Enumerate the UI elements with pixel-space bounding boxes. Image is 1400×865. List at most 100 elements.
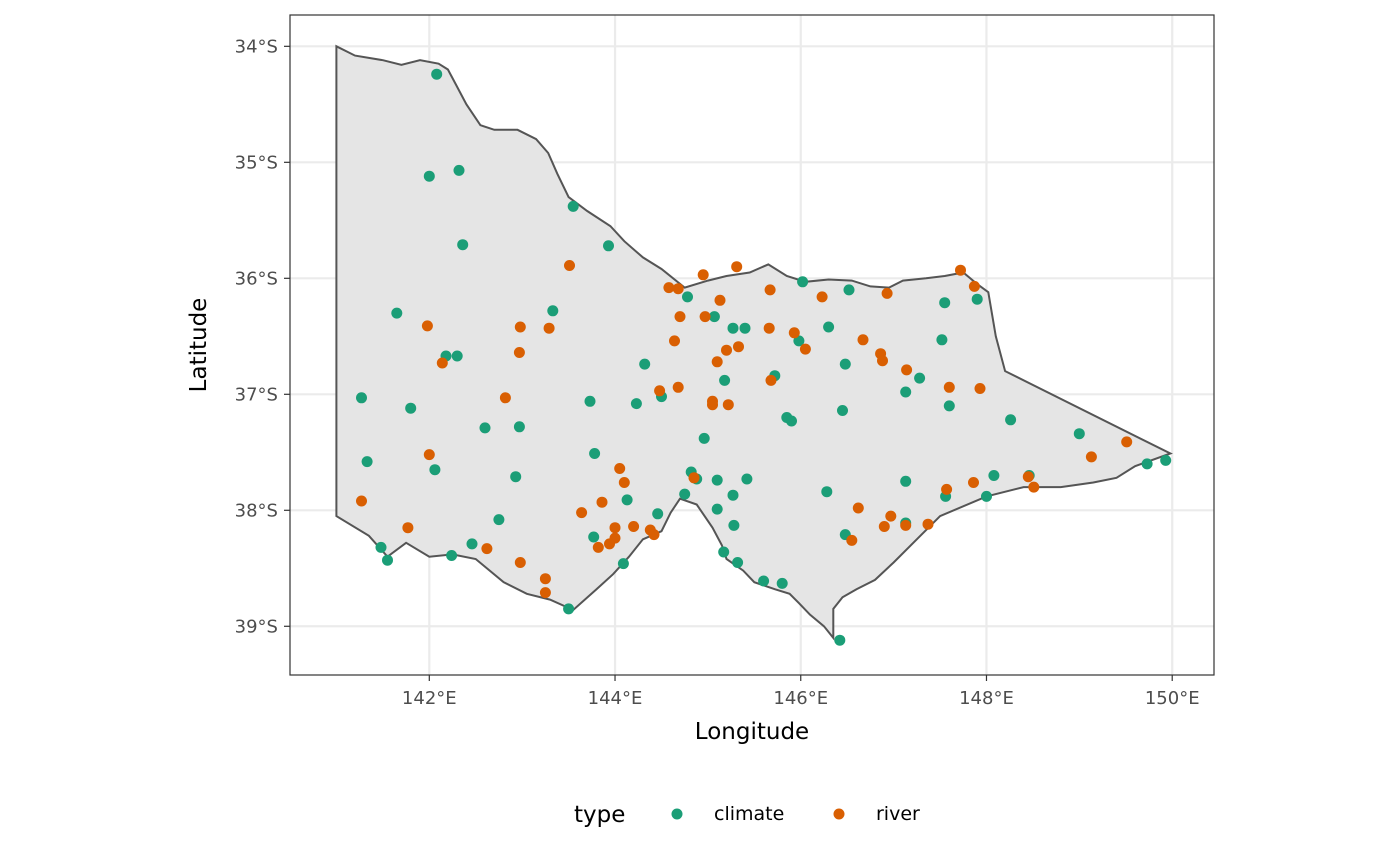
point-river — [974, 383, 986, 394]
point-river — [513, 347, 525, 358]
point-climate — [603, 240, 614, 252]
point-climate — [900, 475, 912, 487]
point-river — [968, 477, 979, 488]
point-river — [402, 522, 414, 534]
point-climate — [797, 276, 809, 288]
point-climate — [423, 170, 435, 182]
point-river — [674, 311, 686, 323]
point-river — [609, 522, 621, 534]
legend-label-climate: climate — [714, 803, 784, 825]
point-river — [885, 510, 897, 522]
point-climate — [1005, 414, 1017, 426]
point-river — [688, 472, 700, 484]
x-tick-label: 148°E — [959, 688, 1014, 709]
point-climate — [356, 392, 367, 404]
point-river — [941, 483, 953, 495]
point-climate — [839, 358, 851, 370]
point-river — [711, 356, 723, 368]
point-climate — [939, 297, 951, 309]
point-climate — [900, 386, 912, 398]
point-river — [592, 541, 604, 553]
point-climate — [711, 503, 723, 515]
point-climate — [466, 538, 478, 550]
x-axis-title: Longitude — [695, 719, 809, 745]
point-climate — [821, 486, 833, 498]
y-tick-label: 38°S — [235, 500, 278, 521]
point-river — [672, 381, 684, 393]
point-climate — [741, 473, 753, 485]
point-climate — [728, 519, 740, 531]
y-tick-label: 34°S — [235, 36, 278, 57]
point-climate — [563, 603, 575, 615]
point-climate — [567, 200, 579, 212]
point-climate — [446, 550, 458, 561]
point-river — [628, 521, 640, 532]
y-axis-title: Latitude — [186, 298, 212, 393]
x-axis: 142°E 144°E 146°E 148°E 150°E — [402, 675, 1200, 709]
point-river — [1028, 481, 1040, 493]
point-climate — [375, 541, 387, 553]
point-climate — [405, 402, 417, 414]
point-climate — [719, 374, 731, 386]
point-river — [543, 322, 555, 334]
point-river — [765, 374, 777, 386]
point-climate — [510, 471, 522, 483]
point-river — [423, 449, 435, 461]
point-river — [731, 261, 743, 273]
point-climate — [451, 350, 463, 362]
point-climate — [776, 577, 788, 589]
point-river — [799, 343, 811, 355]
point-river — [721, 344, 732, 356]
point-river — [576, 507, 588, 519]
point-climate — [679, 488, 691, 500]
point-river — [654, 385, 666, 397]
point-river — [1022, 471, 1034, 483]
point-river — [481, 543, 493, 555]
point-climate — [1141, 458, 1153, 470]
point-climate — [453, 164, 465, 176]
point-river — [672, 283, 684, 295]
point-climate — [361, 456, 373, 468]
point-climate — [429, 464, 441, 476]
point-climate — [739, 322, 751, 334]
data-points — [356, 68, 1172, 646]
y-axis: 34°S 35°S 36°S 37°S 38°S 39°S — [235, 36, 290, 637]
point-river — [514, 321, 526, 333]
point-climate — [727, 322, 739, 334]
point-climate — [718, 546, 730, 558]
legend-title: type — [574, 802, 625, 828]
point-river — [564, 260, 575, 271]
point-river — [943, 381, 955, 393]
point-climate — [382, 554, 393, 566]
point-river — [614, 463, 626, 474]
panel-border — [289, 14, 1215, 676]
point-river — [968, 280, 980, 292]
series-climate — [356, 68, 1172, 646]
point-climate — [630, 398, 642, 410]
x-tick-label: 144°E — [588, 688, 643, 709]
point-climate — [431, 68, 443, 80]
point-climate — [823, 321, 835, 333]
point-climate — [988, 470, 1000, 481]
point-climate — [652, 508, 664, 520]
point-climate — [1160, 454, 1172, 466]
point-river — [714, 294, 726, 306]
point-river — [436, 357, 448, 369]
point-river — [618, 477, 630, 488]
point-climate — [914, 372, 926, 384]
point-climate — [971, 293, 983, 305]
point-river — [852, 502, 864, 514]
point-climate — [479, 422, 491, 434]
point-river — [1085, 451, 1097, 463]
point-river — [788, 327, 800, 339]
point-climate — [843, 284, 855, 296]
point-river — [514, 557, 526, 568]
legend-key-river — [833, 808, 845, 820]
point-climate — [936, 334, 948, 346]
point-climate — [621, 494, 633, 506]
point-river — [877, 355, 888, 367]
point-river — [857, 334, 869, 346]
y-tick-label: 36°S — [235, 268, 278, 289]
point-climate — [589, 448, 601, 459]
point-river — [699, 311, 711, 323]
